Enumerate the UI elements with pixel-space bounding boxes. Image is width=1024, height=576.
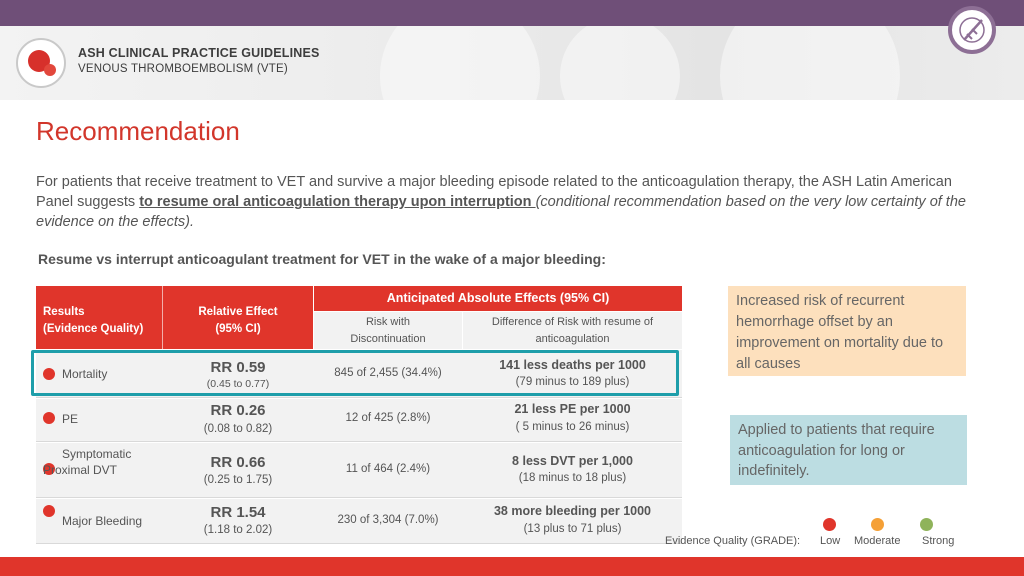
bottom-bar	[0, 557, 1024, 576]
emblem-glyph	[959, 17, 985, 43]
header-results-line2: (Evidence Quality)	[43, 323, 144, 335]
table-header-left	[36, 286, 313, 349]
legend-moderate-label: Moderate	[854, 535, 901, 547]
relative-risk: RR 1.54	[210, 504, 266, 521]
quality-low-dot-icon	[43, 412, 55, 424]
header-results: Results (Evidence Quality)	[43, 304, 161, 338]
risk-difference-ci: (18 minus to 18 plus)	[518, 472, 627, 484]
quality-low-dot-icon	[43, 463, 55, 475]
risk-discontinuation: 11 of 464 (2.4%)	[345, 463, 431, 475]
header-risk-discontinuation: Risk with Discontinuation	[314, 312, 462, 349]
outcome-label-line1: Symptomatic	[62, 447, 132, 461]
table-row-mortality: Mortality RR 0.59 (0.45 to 0.77) 845 of …	[36, 350, 682, 398]
risk-difference: 38 more bleeding per 1000	[493, 504, 651, 518]
logo-subtitle: VENOUS THROMBOEMBOLISM (VTE)	[78, 63, 288, 75]
legend-moderate-dot-icon	[871, 518, 884, 531]
header-band	[0, 26, 1024, 100]
outcome-label: PE	[62, 412, 79, 426]
header-relative-line2: (95% CI)	[215, 323, 261, 335]
logo-title: ASH CLINICAL PRACTICE GUIDELINES	[78, 46, 320, 60]
top-bar	[0, 0, 1024, 26]
quality-low-dot-icon	[43, 368, 55, 380]
risk-difference-ci: ( 5 minus to 26 minus)	[515, 421, 630, 433]
table-row-major-bleeding: Major Bleeding RR 1.54 (1.18 to 2.02) 23…	[36, 499, 682, 544]
header-relative-line1: Relative Effect	[198, 306, 278, 318]
legend-low-label: Low	[820, 535, 841, 547]
recommendation-emphasis: to resume oral anticoagulation therapy u…	[139, 194, 536, 210]
relative-risk: RR 0.66	[210, 454, 266, 471]
header-decoration	[380, 26, 540, 100]
table-row-dvt: Symptomatic Proximal DVT RR 0.66 (0.25 t…	[36, 443, 682, 498]
recommendation-text: For patients that receive treatment to V…	[36, 172, 976, 232]
table-row-pe: PE RR 0.26 (0.08 to 0.82) 12 of 425 (2.8…	[36, 399, 682, 442]
relative-risk: RR 0.26	[210, 402, 266, 419]
recommendation-text-part: For patients that receive treatment to V…	[36, 174, 952, 210]
risk-discontinuation: 230 of 3,304 (7.0%)	[337, 514, 439, 526]
table-heading: Resume vs interrupt anticoagulant treatm…	[38, 251, 606, 267]
relative-risk-ci: (0.08 to 0.82)	[203, 423, 273, 435]
header-diff-line2: anticoagulation	[535, 333, 610, 345]
header-divider	[162, 286, 163, 349]
risk-difference: 141 less deaths per 1000	[499, 358, 646, 372]
guidelines-emblem-icon	[948, 6, 996, 54]
header-decoration	[560, 26, 680, 100]
relative-risk: RR 0.59	[210, 359, 266, 376]
risk-difference-ci: (79 minus to 189 plus)	[515, 376, 630, 388]
relative-risk-ci: (1.18 to 2.02)	[203, 524, 273, 536]
page-title: Recommendation	[36, 116, 240, 146]
risk-difference: 8 less DVT per 1,000	[512, 454, 633, 468]
logo-red-circle-small	[44, 64, 56, 76]
ash-logo-seal	[16, 38, 66, 88]
outcome-label: Mortality	[62, 367, 108, 381]
header-risk-line1: Risk with	[365, 316, 410, 328]
risk-discontinuation: 845 of 2,455 (34.4%)	[334, 367, 442, 379]
outcome-label-line2: Proximal DVT	[43, 463, 118, 477]
header-diff-line1: Difference of Risk with resume of	[491, 316, 654, 328]
recommendation-qualifier: (conditional recommendation based on the…	[36, 194, 966, 230]
legend-strong-label: Strong	[922, 535, 955, 547]
legend-low-dot-icon	[823, 518, 836, 531]
outcome-label: Major Bleeding	[62, 514, 143, 528]
relative-risk-ci: (0.45 to 0.77)	[206, 378, 270, 390]
mortality-highlight-box	[31, 350, 679, 396]
header-relative-effect: Relative Effect (95% CI)	[163, 304, 313, 338]
header-difference-risk: Difference of Risk with resume of antico…	[463, 312, 682, 349]
relative-risk-ci: (0.25 to 1.75)	[203, 474, 273, 486]
legend-label: Evidence Quality (GRADE):	[665, 535, 801, 547]
note-offset-risk: Increased risk of recurrent hemorrhage o…	[728, 286, 966, 376]
risk-discontinuation: 12 of 425 (2.8%)	[345, 412, 431, 424]
header-results-line1: Results	[43, 306, 85, 318]
quality-low-dot-icon	[43, 505, 55, 517]
risk-difference-ci: (13 plus to 71 plus)	[523, 523, 622, 535]
header-risk-line2: Discontinuation	[350, 333, 426, 345]
legend-strong-dot-icon	[920, 518, 933, 531]
note-applicability: Applied to patients that require anticoa…	[730, 415, 967, 485]
header-decoration	[720, 26, 900, 100]
risk-difference: 21 less PE per 1000	[514, 402, 631, 416]
header-anticipated-effects: Anticipated Absolute Effects (95% CI)	[314, 286, 682, 311]
